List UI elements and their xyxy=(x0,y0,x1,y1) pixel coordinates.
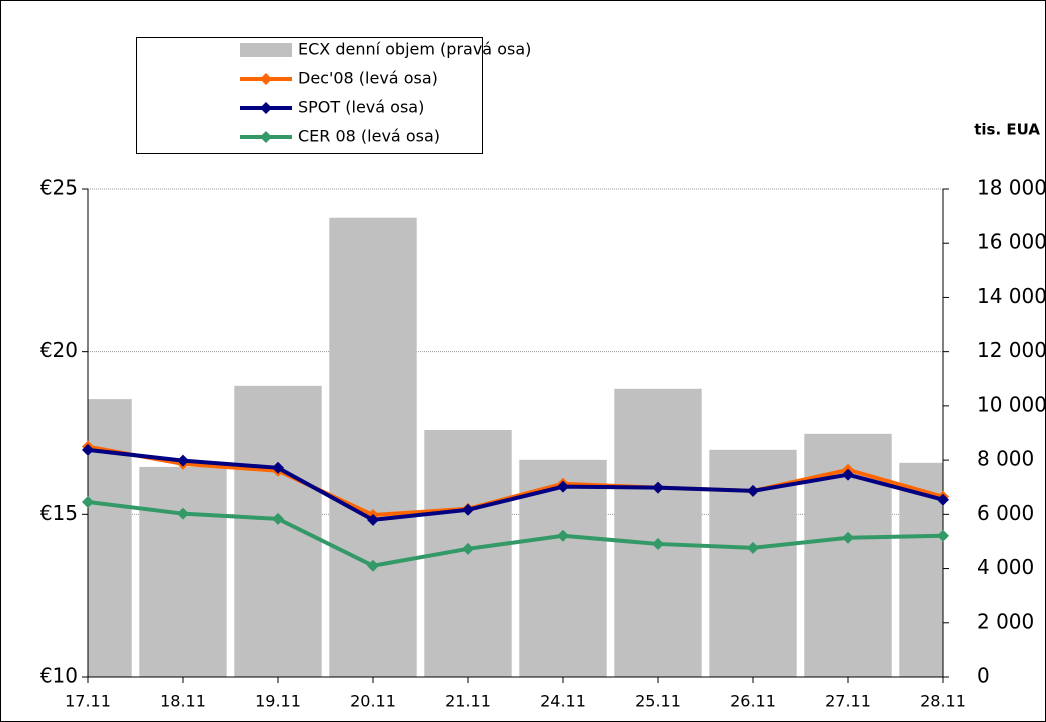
y2-axis-label: tis. EUA xyxy=(974,121,1040,139)
bar xyxy=(329,217,417,677)
marker xyxy=(462,542,474,555)
y2-tick-label: 8 000 xyxy=(977,447,1034,471)
y2-tick-label: 18 000 xyxy=(977,176,1046,200)
marker xyxy=(462,503,474,516)
bar xyxy=(614,388,702,677)
marker xyxy=(842,531,854,544)
marker xyxy=(177,507,189,520)
marker xyxy=(177,454,189,467)
y2-tick-label: 16 000 xyxy=(977,230,1046,254)
y2-tick-label: 14 000 xyxy=(977,284,1046,308)
legend-swatch xyxy=(240,43,292,57)
marker xyxy=(557,529,569,542)
marker xyxy=(652,537,664,550)
y2-tick-label: 0 xyxy=(977,664,990,688)
x-tick-label: 28.11 xyxy=(920,692,966,711)
bar xyxy=(88,399,132,677)
y-tick-label: €20 xyxy=(40,338,78,362)
legend-marker xyxy=(260,131,272,143)
marker xyxy=(747,541,759,554)
marker xyxy=(842,468,854,481)
marker xyxy=(747,484,759,497)
legend-marker xyxy=(260,102,272,114)
line xyxy=(87,447,944,522)
x-tick-label: 26.11 xyxy=(730,692,776,711)
marker xyxy=(652,481,664,494)
y2-tick-label: 10 000 xyxy=(977,392,1046,416)
legend-label: SPOT (levá osa) xyxy=(298,98,424,117)
y2-tick-label: 12 000 xyxy=(977,338,1046,362)
line xyxy=(87,499,944,568)
marker xyxy=(367,559,379,572)
bar xyxy=(519,459,607,677)
x-tick-label: 19.11 xyxy=(255,692,301,711)
x-tick-label: 27.11 xyxy=(825,692,871,711)
x-tick-label: 20.11 xyxy=(350,692,396,711)
marker xyxy=(557,480,569,493)
legend-label: Dec'08 (levá osa) xyxy=(298,69,438,88)
legend-box xyxy=(136,37,483,154)
legend-label: ECX denní objem (pravá osa) xyxy=(298,40,531,59)
marker xyxy=(272,461,284,474)
marker xyxy=(272,512,284,525)
marker xyxy=(82,495,94,508)
y-tick-label: €15 xyxy=(40,501,78,525)
plot xyxy=(82,188,949,683)
marker xyxy=(82,443,94,456)
y2-tick-label: 2 000 xyxy=(977,609,1034,633)
y2-tick-label: 6 000 xyxy=(977,501,1034,525)
marker xyxy=(937,529,949,542)
legend-label: CER 08 (levá osa) xyxy=(298,127,440,146)
y-tick-label: €10 xyxy=(40,664,78,688)
x-tick-label: 24.11 xyxy=(540,692,586,711)
x-tick-label: 18.11 xyxy=(160,692,206,711)
marker xyxy=(937,493,949,506)
marker xyxy=(367,513,379,526)
bar xyxy=(234,385,322,677)
x-tick-label: 17.11 xyxy=(65,692,111,711)
x-tick-label: 21.11 xyxy=(445,692,491,711)
legend-marker xyxy=(260,73,272,85)
y-tick-label: €25 xyxy=(40,176,78,200)
bar xyxy=(139,466,227,677)
x-tick-label: 25.11 xyxy=(635,692,681,711)
y2-tick-label: 4 000 xyxy=(977,555,1034,579)
